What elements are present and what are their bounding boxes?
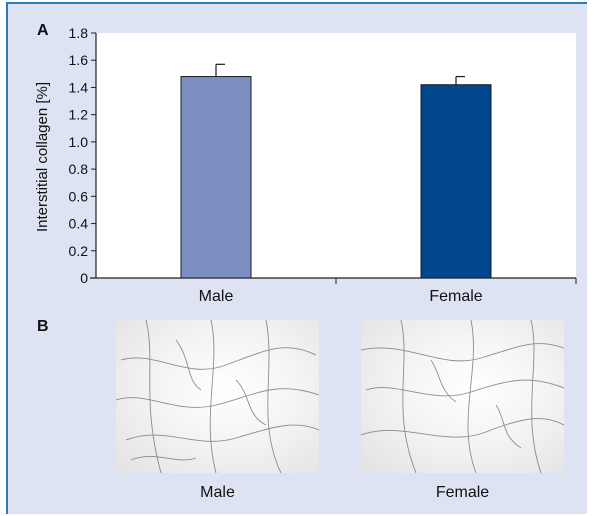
y-tick-label: 0.4 xyxy=(69,216,89,232)
micrograph-male-texture xyxy=(116,320,319,473)
y-tick-label: 1.6 xyxy=(69,52,89,68)
bar-male xyxy=(180,76,252,279)
bar-female xyxy=(420,84,492,279)
x-tick-label: Female xyxy=(429,288,482,305)
plot-area xyxy=(96,33,576,278)
x-tick-label: Male xyxy=(199,288,234,305)
axis-layer: 0 0.2 0.4 0.6 0.8 1.0 1.2 1.4 1.6 1.8 xyxy=(69,25,577,286)
y-tick-label: 1.0 xyxy=(69,134,89,150)
y-tick-label: 1.8 xyxy=(69,25,89,41)
micrograph-female-caption: Female xyxy=(435,484,490,501)
y-tick-label: 0.6 xyxy=(69,188,89,204)
bar-layer: Male Female xyxy=(180,63,492,305)
y-tick-label: 1.4 xyxy=(69,79,89,95)
micrograph-male-caption: Male xyxy=(200,484,235,501)
panel-b-label: B xyxy=(37,318,49,335)
micrograph-male xyxy=(116,320,319,473)
y-axis-label: Interstitial collagen [%] xyxy=(34,82,51,232)
y-tick-label: 0.8 xyxy=(69,161,89,177)
y-tick-label: 0.2 xyxy=(69,243,89,259)
y-tick-label: 1.2 xyxy=(69,107,89,123)
micrograph-female-texture xyxy=(361,320,564,473)
bar-chart: 00.20.40.60.81.01.21.41.61.8 Male Female … xyxy=(34,25,577,305)
y-tick-label: 0 xyxy=(80,270,88,286)
panel-a-label: A xyxy=(37,22,49,39)
micrograph-female xyxy=(361,320,564,473)
